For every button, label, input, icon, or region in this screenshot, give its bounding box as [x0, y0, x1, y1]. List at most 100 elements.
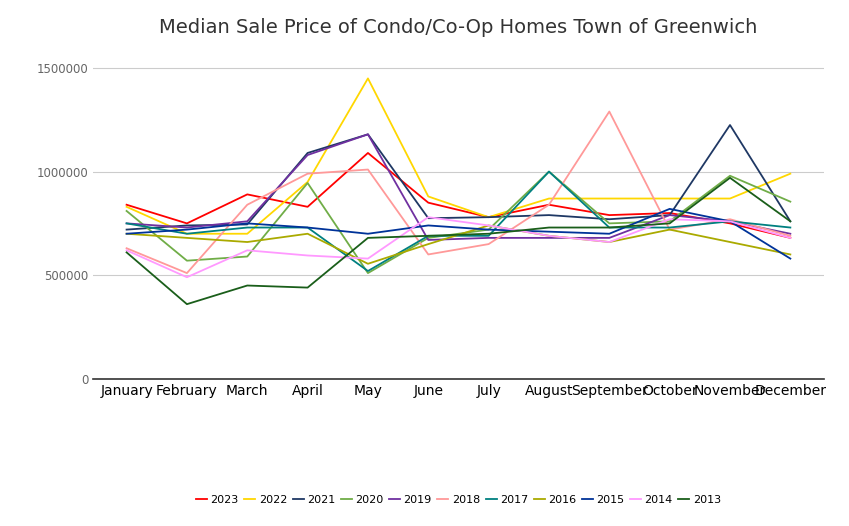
2023	[665, 210, 675, 216]
2013	[725, 175, 735, 181]
2017	[484, 232, 494, 239]
2023	[484, 214, 494, 220]
2014	[785, 235, 796, 241]
2020	[121, 208, 132, 214]
Line: 2013: 2013	[127, 178, 790, 304]
2022	[363, 75, 373, 82]
2023	[363, 150, 373, 156]
2018	[182, 270, 192, 276]
2017	[242, 225, 252, 231]
2017	[121, 220, 132, 227]
2022	[785, 170, 796, 177]
2023	[785, 235, 796, 241]
Line: 2016: 2016	[127, 226, 790, 264]
2019	[544, 235, 554, 241]
2017	[665, 225, 675, 231]
Line: 2018: 2018	[127, 112, 790, 273]
Line: 2017: 2017	[127, 171, 790, 271]
2016	[725, 239, 735, 245]
Line: 2020: 2020	[127, 171, 790, 273]
2015	[363, 230, 373, 237]
2018	[242, 201, 252, 208]
2019	[665, 212, 675, 218]
2020	[242, 254, 252, 260]
2017	[725, 218, 735, 225]
2018	[121, 245, 132, 251]
2019	[484, 235, 494, 241]
2013	[544, 225, 554, 231]
2019	[363, 131, 373, 137]
2017	[302, 225, 312, 231]
2015	[785, 256, 796, 262]
2020	[604, 220, 615, 227]
2022	[423, 194, 433, 200]
2016	[665, 226, 675, 232]
2020	[363, 270, 373, 276]
2015	[484, 226, 494, 232]
2019	[242, 218, 252, 225]
2019	[604, 235, 615, 241]
2020	[484, 226, 494, 232]
2016	[121, 230, 132, 237]
2013	[302, 285, 312, 291]
2023	[544, 201, 554, 208]
2022	[302, 179, 312, 185]
2016	[182, 235, 192, 241]
2021	[785, 218, 796, 225]
2020	[725, 173, 735, 179]
2016	[242, 239, 252, 245]
2021	[665, 212, 675, 218]
2022	[182, 230, 192, 237]
2019	[423, 237, 433, 243]
2021	[604, 216, 615, 222]
Line: 2015: 2015	[127, 209, 790, 259]
2021	[725, 122, 735, 128]
2013	[785, 218, 796, 225]
2013	[423, 232, 433, 239]
2019	[302, 152, 312, 158]
2022	[604, 195, 615, 201]
2014	[423, 214, 433, 220]
2013	[604, 225, 615, 231]
2018	[302, 170, 312, 177]
2018	[363, 166, 373, 173]
2018	[484, 241, 494, 247]
2014	[182, 274, 192, 280]
2017	[785, 225, 796, 231]
2014	[302, 252, 312, 259]
Line: 2019: 2019	[127, 134, 790, 240]
2021	[182, 222, 192, 229]
2023	[242, 191, 252, 198]
2018	[665, 226, 675, 232]
2017	[363, 268, 373, 274]
2013	[242, 282, 252, 289]
2014	[665, 216, 675, 222]
2015	[604, 230, 615, 237]
2016	[363, 260, 373, 267]
2022	[121, 204, 132, 210]
2021	[423, 215, 433, 221]
2023	[604, 212, 615, 218]
2013	[182, 301, 192, 307]
2015	[182, 226, 192, 232]
Line: 2021: 2021	[127, 125, 790, 229]
2013	[484, 230, 494, 237]
2016	[423, 241, 433, 247]
Title: Median Sale Price of Condo/Co-Op Homes Town of Greenwich: Median Sale Price of Condo/Co-Op Homes T…	[160, 18, 757, 37]
2015	[665, 206, 675, 212]
2023	[121, 201, 132, 208]
2020	[423, 235, 433, 241]
2022	[242, 230, 252, 237]
2016	[302, 230, 312, 237]
2016	[604, 239, 615, 245]
2022	[484, 214, 494, 220]
Line: 2022: 2022	[127, 78, 790, 234]
2018	[544, 201, 554, 208]
2019	[121, 220, 132, 227]
2023	[302, 204, 312, 210]
2021	[544, 212, 554, 218]
2015	[302, 225, 312, 231]
2021	[363, 131, 373, 137]
Line: 2023: 2023	[127, 153, 790, 238]
2018	[725, 216, 735, 222]
